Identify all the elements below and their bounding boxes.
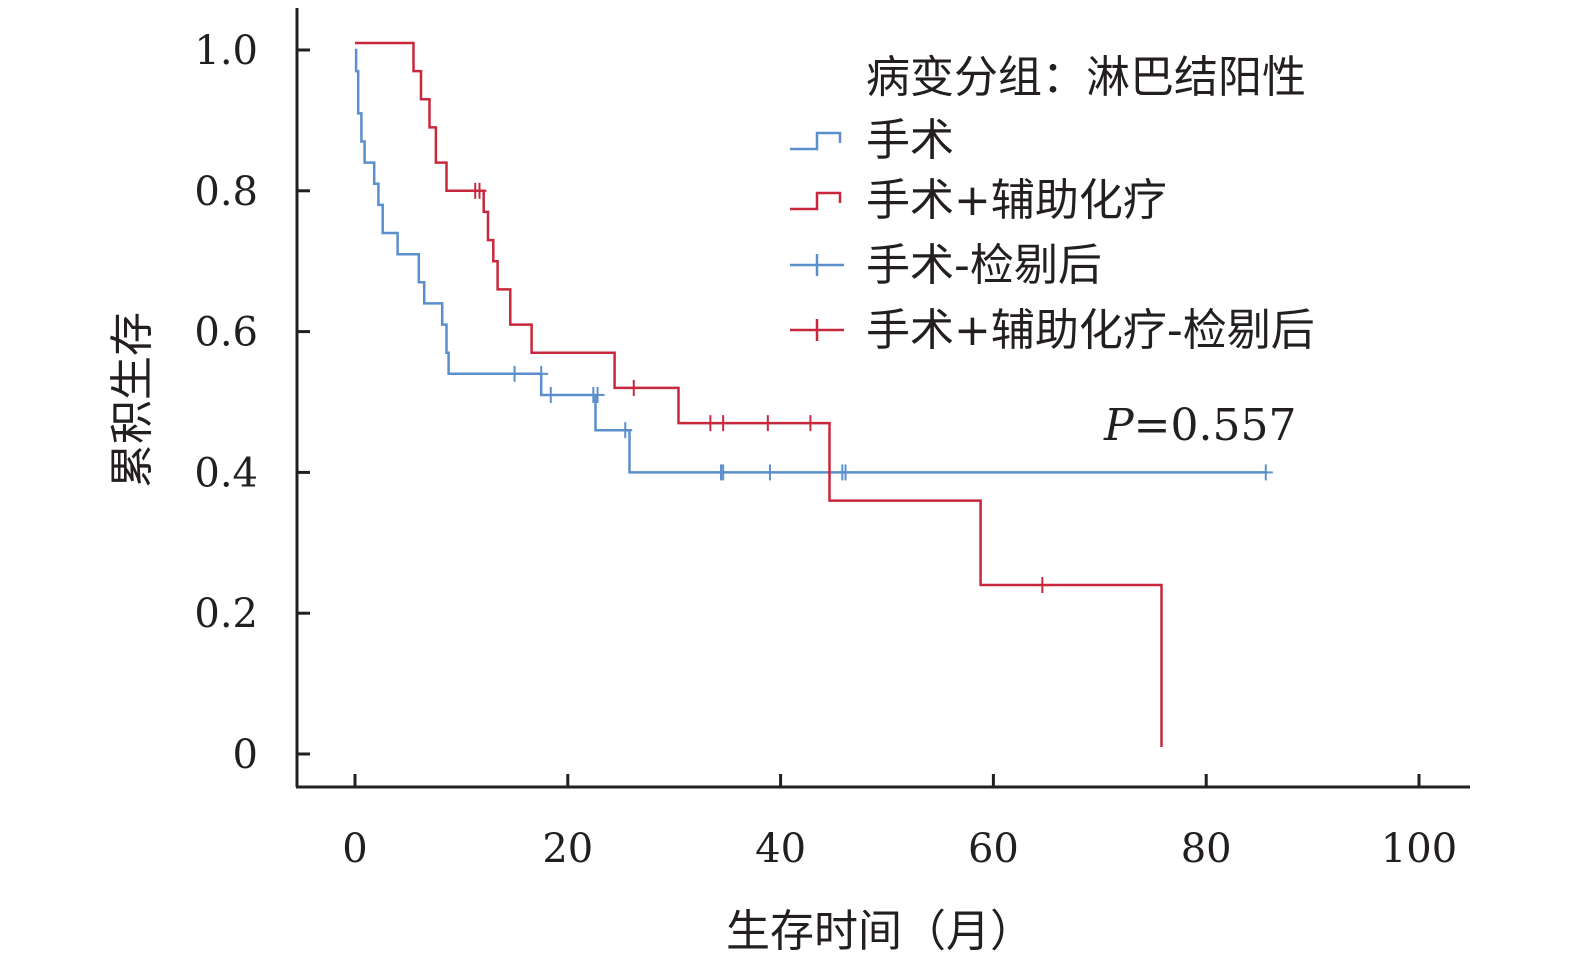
legend-entry-2: 手术+辅助化疗 bbox=[790, 175, 1167, 226]
legend-title: 病变分组：淋巴结阳性 bbox=[866, 52, 1306, 103]
legend-entry-3: 手术-检剔后 bbox=[790, 240, 1102, 291]
series-1 bbox=[354, 48, 1273, 481]
x-tick-label: 60 bbox=[968, 826, 1019, 872]
x-tick-label: 40 bbox=[755, 826, 806, 872]
legend-label: 手术+辅助化疗 bbox=[866, 175, 1167, 226]
x-tick-label: 0 bbox=[342, 826, 367, 872]
legend-step-swatch bbox=[790, 191, 842, 211]
y-tick-label: 0.6 bbox=[194, 310, 258, 356]
legend-step-swatch bbox=[790, 131, 842, 151]
y-tick-label: 0.8 bbox=[194, 169, 258, 215]
x-tick-label: 20 bbox=[542, 826, 593, 872]
legend-entry-1: 手术 bbox=[790, 115, 954, 166]
series-2 bbox=[355, 41, 1163, 747]
y-tick-label: 1.0 bbox=[194, 28, 258, 74]
y-tick-label: 0 bbox=[233, 732, 258, 778]
y-tick-label: 0.4 bbox=[194, 450, 258, 496]
p-italic: P bbox=[1103, 400, 1135, 451]
x-tick-label: 100 bbox=[1381, 826, 1457, 872]
legend-label: 手术 bbox=[866, 115, 954, 166]
p-rest: =0.557 bbox=[1134, 400, 1297, 451]
survival-step-line bbox=[355, 41, 1163, 747]
survival-step-line bbox=[354, 48, 1266, 474]
axes bbox=[295, 8, 1470, 789]
ticks: 0 0.2 0.4 0.6 0.8 1.0 0 20 40 60 80 100 bbox=[194, 28, 1457, 872]
y-tick-label: 0.2 bbox=[194, 591, 258, 637]
legend-label: 手术+辅助化疗-检剔后 bbox=[866, 305, 1315, 356]
series-layer bbox=[354, 41, 1273, 747]
x-tick-label: 80 bbox=[1181, 826, 1232, 872]
legend-label: 手术-检剔后 bbox=[866, 240, 1102, 291]
p-value-annotation: P=0.557 bbox=[1103, 400, 1296, 451]
x-axis-title: 生存时间（月） bbox=[726, 906, 1034, 957]
legend-entry-4: 手术+辅助化疗-检剔后 bbox=[790, 305, 1315, 356]
y-axis-title: 累积生存 bbox=[107, 312, 158, 488]
